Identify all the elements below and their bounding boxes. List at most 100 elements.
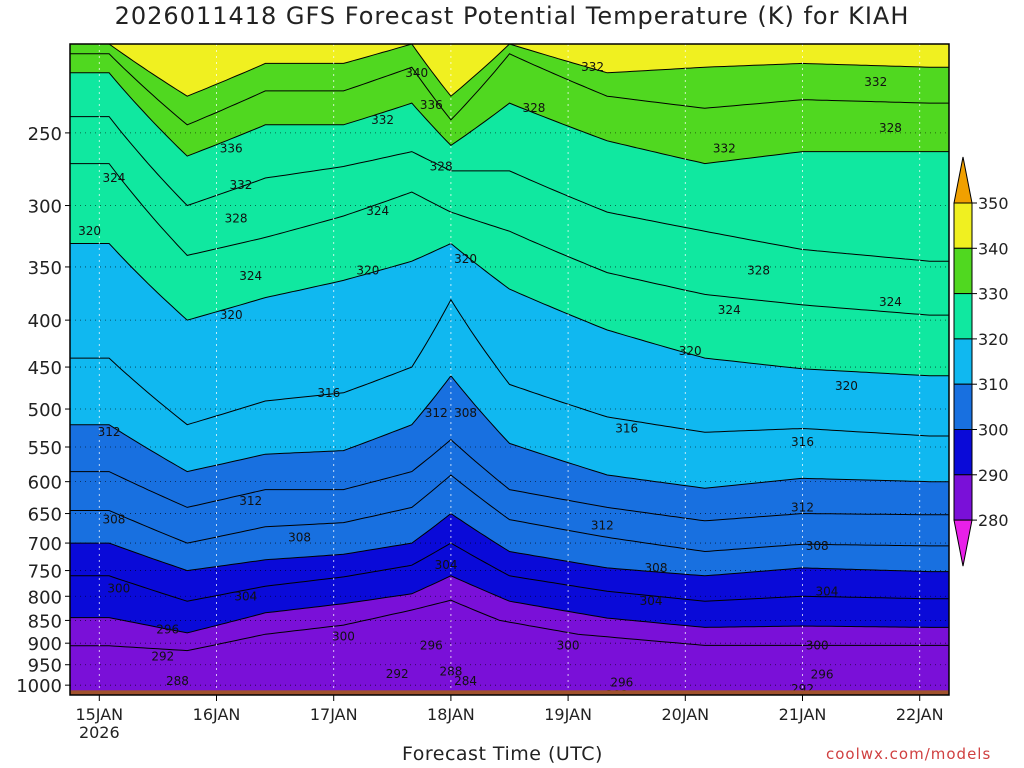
plot-frame xyxy=(69,43,950,696)
contour-label: 304 xyxy=(640,594,663,608)
contour-label: 284 xyxy=(454,674,477,688)
y-tick-label: 650 xyxy=(28,505,62,526)
contour-label: 328 xyxy=(430,159,453,173)
contour-label: 288 xyxy=(439,664,462,678)
colorbar-over-triangle xyxy=(953,156,973,204)
colorbar-bin xyxy=(953,247,973,295)
contour-label: 300 xyxy=(557,638,580,652)
contour-label: 328 xyxy=(747,263,770,277)
contour-label: 312 xyxy=(239,494,262,508)
contour-label: 332 xyxy=(713,142,736,156)
contour-label: 324 xyxy=(239,269,262,283)
x-tick-label: 19JAN xyxy=(544,705,592,724)
contour-label: 312 xyxy=(791,500,814,514)
y-tick-label: 700 xyxy=(28,534,62,555)
colorbar-label: 350 xyxy=(978,194,1009,213)
colorbar-label: 290 xyxy=(978,466,1009,485)
colorbar-bin xyxy=(953,202,973,249)
contour-label: 332 xyxy=(864,75,887,89)
colorbar-under-triangle xyxy=(953,519,973,567)
colorbar-label: 330 xyxy=(978,285,1009,304)
contour-label: 328 xyxy=(879,121,902,135)
colorbar-label: 310 xyxy=(978,375,1009,394)
y-tick-label: 950 xyxy=(28,656,62,677)
x-tick-label: 21JAN xyxy=(779,705,827,724)
y-tick-label: 600 xyxy=(28,473,62,494)
x-tick-label: 22JAN xyxy=(896,705,944,724)
colorbar-label: 340 xyxy=(978,239,1009,258)
contour-label: 332 xyxy=(371,113,394,127)
y-tick-label: 350 xyxy=(28,258,62,279)
isentrope-332 xyxy=(70,72,949,165)
contour-label: 324 xyxy=(102,171,125,185)
y-tick-label: 800 xyxy=(28,587,62,608)
contour-label: 308 xyxy=(645,561,668,575)
contour-label: 304 xyxy=(234,589,257,603)
contour-labels: 340 336 336 332 332 332 332 332 328 328 328 328 328 3… xyxy=(78,60,902,725)
y-tick-label: 900 xyxy=(28,634,62,655)
colorbar-bin xyxy=(953,293,973,340)
ground-strip xyxy=(70,690,949,695)
y-tick-label: 400 xyxy=(28,311,62,332)
contour-label: 296 xyxy=(156,623,179,637)
y-tick-label: 450 xyxy=(28,358,62,379)
y-tick-label: 500 xyxy=(28,400,62,421)
contour-label: 332 xyxy=(229,178,252,192)
x-tick-label: 16JAN xyxy=(193,705,241,724)
contour-label: 312 xyxy=(591,519,614,533)
contour-label: 304 xyxy=(815,584,838,598)
contour-label: 284 xyxy=(757,711,780,725)
y-tick-label: 750 xyxy=(28,562,62,583)
contour-label: 296 xyxy=(610,675,633,689)
x-tick-label: 20JAN xyxy=(661,705,709,724)
x-tick-label: 15JAN xyxy=(75,705,123,724)
contour-label: 324 xyxy=(718,303,741,317)
y-tick-label: 550 xyxy=(28,438,62,459)
contour-label: 288 xyxy=(166,674,189,688)
colorbar: 350 340 330 320 310 300 290 280 xyxy=(953,156,1009,567)
contour-label: 296 xyxy=(811,668,834,682)
colorbar-bin xyxy=(953,474,973,521)
contour-label: 320 xyxy=(454,252,477,266)
colorbar-label: 280 xyxy=(978,511,1009,530)
contour-label: 292 xyxy=(386,667,409,681)
y-tick-label: 250 xyxy=(28,124,62,145)
contour-label: 336 xyxy=(220,142,243,156)
y-axis: 2503003504004505005506006507007508008509… xyxy=(16,124,70,697)
contour-label: 320 xyxy=(220,308,243,322)
x-tick-label: 17JAN xyxy=(310,705,358,724)
contour-label: 312 xyxy=(98,425,121,439)
contour-label: 308 xyxy=(102,513,125,527)
contour-label: 316 xyxy=(791,435,814,449)
contour-label: 308 xyxy=(288,530,311,544)
contour-label: 280 xyxy=(508,707,531,721)
contour-label: 336 xyxy=(420,98,443,112)
x-tick-sublabel: 2026 xyxy=(79,723,120,742)
contour-label: 328 xyxy=(522,101,545,115)
colorbar-bin xyxy=(953,338,973,385)
colorbar-bin xyxy=(953,429,973,476)
contour-label: 332 xyxy=(581,60,604,74)
contour-label: 312 xyxy=(425,406,448,420)
contour-label: 324 xyxy=(366,204,389,218)
contour-label: 320 xyxy=(835,379,858,393)
contour-label: 300 xyxy=(332,629,355,643)
contour-label: 308 xyxy=(454,406,477,420)
contour-label: 304 xyxy=(435,558,458,572)
colorbar-bin xyxy=(953,383,973,431)
contour-label: 300 xyxy=(107,582,130,596)
y-tick-label: 300 xyxy=(28,197,62,218)
colorbar-label: 320 xyxy=(978,330,1009,349)
contour-label: 316 xyxy=(615,421,638,435)
x-axis-label: Forecast Time (UTC) xyxy=(402,743,603,765)
contour-label: 320 xyxy=(679,344,702,358)
grid xyxy=(70,44,949,695)
y-tick-label: 1000 xyxy=(16,676,62,697)
contour-label: 328 xyxy=(225,212,248,226)
contour-label: 296 xyxy=(420,638,443,652)
contour-label: 320 xyxy=(356,263,379,277)
chart-title: 2026011418 GFS Forecast Potential Temper… xyxy=(114,2,910,30)
contour-label: 320 xyxy=(78,224,101,238)
